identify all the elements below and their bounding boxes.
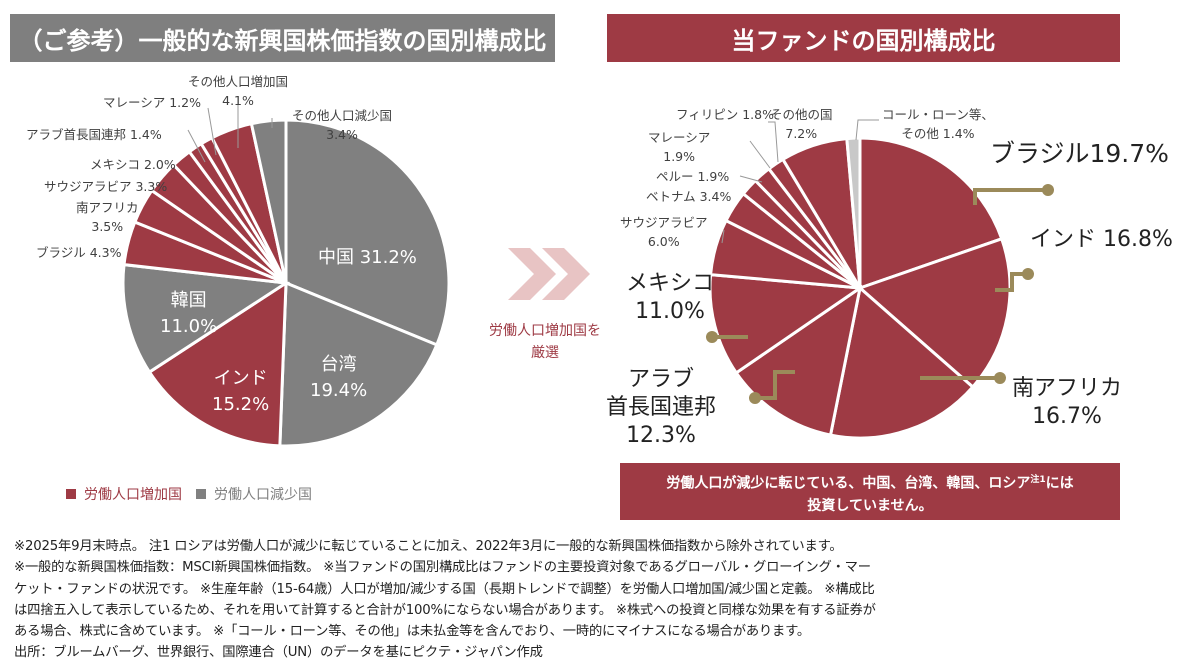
label-india-right: インド 16.8% [1030,227,1173,252]
notice-box: 労働人口が減少に転じている、中国、台湾、韓国、ロシア注1には 投資していません。 [620,463,1120,520]
label-other-decrease: その他人口減少国 3.4% [292,108,393,142]
label-uae-left: アラブ首長国連邦 1.4% [26,127,162,142]
left-pie [121,118,451,448]
label-vietnam: ベトナム 3.4% [646,189,732,204]
label-china: 中国 31.2% [318,247,417,268]
label-peru: ペルー 1.9% [656,169,730,184]
label-south-africa-right: 南アフリカ 16.7% [1012,376,1123,429]
pie-slice-南アフリカ [828,285,975,440]
pie-slice-インド [147,280,288,448]
label-other-countries: その他の国 7.2% [770,107,833,141]
label-malaysia-left: マレーシア 1.2% [103,95,201,110]
pie-slice-韓国 [121,262,291,375]
label-malaysia-right: マレーシア 1.9% [648,130,711,164]
label-call-loan: コール・ローン等、 その他 1.4% [882,107,994,141]
pie-slice-中国 [284,118,451,347]
footnote-line: ケット・ファンドの状況です。 ※生産年齢（15-64歳）人口が増加/減少する国（… [14,582,875,597]
legend-item-decrease: 労働人口減少国 [196,484,312,504]
label-india: インド 15.2% [212,368,270,415]
arrow-chevrons-icon [508,248,590,300]
pie-slice-コール・ローン等、その他 [845,136,862,289]
right-chart-title: 当ファンドの国別構成比 [607,14,1120,62]
thin-leaders [187,97,879,244]
pie-slice-台湾 [278,280,439,448]
legend: 労働人口増加国 労働人口減少国 [66,484,312,504]
label-uae-right: アラブ 首長国連邦 12.3% [606,367,717,448]
label-mexico-right: メキシコ 11.0% [626,271,715,324]
label-mexico-left: メキシコ 2.0% [90,157,176,172]
footnote-line: ある場合、株式に含めています。 ※「コール・ローン等、その他」は未払金等を含んで… [14,624,810,639]
left-chart-title: （ご参考）一般的な新興国株価指数の国別構成比 [10,14,555,62]
chevron-icon [508,248,556,300]
footnote-line: ※2025年9月末時点。 注1 ロシアは労働人口が減少に転じていることに加え、2… [14,539,843,554]
label-philippines: フィリピン 1.8% [676,107,774,122]
legend-item-increase: 労働人口増加国 [66,484,182,504]
pie-slice-その他人口減少国 [249,118,288,284]
label-other-increase: その他人口増加国 4.1% [188,74,289,108]
selection-note: 労働人口増加国を 厳選 [489,323,601,361]
label-saudi-right: サウジアラビア 6.0% [620,215,708,249]
leader-dots [706,184,1054,404]
leader-lines [712,188,1048,400]
label-south-africa-left: 南アフリカ 3.5% [76,200,139,234]
footnote-line: は四捨五入して表示しているため、それを用いて計算すると合計が100%にならない場… [14,603,876,618]
footnote-source: 出所：ブルームバーグ、世界銀行、国際連合（UN）のデータを基にピクテ・ジャパン作… [14,645,543,660]
label-brazil-left: ブラジル 4.3% [36,245,122,260]
pie-slice-メキシコ [708,272,865,375]
label-brazil-right: ブラジル19.7% [990,139,1169,168]
label-taiwan: 台湾 19.4% [310,354,368,401]
label-saudi-left: サウジアラビア 3.3% [44,179,168,194]
label-korea: 韓国 11.0% [160,290,218,337]
footnote-line: ※一般的な新興国株価指数：MSCI新興国株価指数。 ※当ファンドの国別構成比はフ… [14,560,871,575]
chevron-icon [542,248,590,300]
